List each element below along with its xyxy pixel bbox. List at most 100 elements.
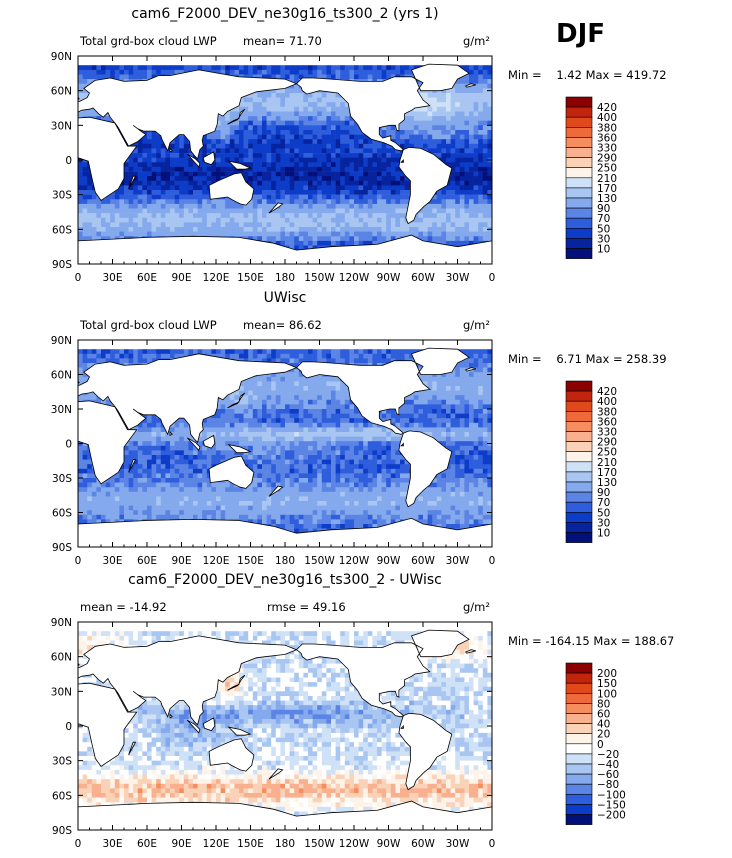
field-cell (390, 130, 396, 135)
field-cell (303, 125, 309, 131)
field-cell (280, 93, 286, 98)
field-cell (234, 130, 240, 135)
field-cell (239, 139, 244, 145)
field-cell (271, 227, 277, 232)
field-cell (303, 376, 309, 382)
field-cell (239, 390, 244, 396)
field-cell (225, 166, 231, 172)
field-cell (87, 69, 93, 75)
field-cell (294, 213, 300, 219)
field-cell (473, 199, 479, 205)
field-cell (239, 97, 244, 103)
field-cell (220, 171, 226, 177)
field-cell (252, 116, 258, 121)
field-cell (423, 208, 428, 214)
field-cell (91, 213, 97, 219)
field-cell (252, 143, 258, 149)
field-cell (206, 171, 212, 177)
field-cell (275, 404, 281, 410)
field-cell (248, 153, 254, 158)
field-cell (308, 194, 313, 200)
field-cell (404, 395, 410, 401)
field-cell (432, 231, 438, 237)
field-cell (455, 185, 461, 191)
field-cell (165, 199, 171, 205)
field-cell (409, 120, 415, 126)
field-cell (404, 399, 410, 405)
field-cell (252, 176, 258, 182)
field-cell (82, 222, 88, 228)
field-cell (78, 203, 83, 209)
field-cell (386, 222, 392, 228)
field-cell (225, 125, 231, 131)
field-cell (78, 236, 83, 242)
field-cell (326, 199, 332, 205)
field-cell (280, 69, 286, 75)
field-cell (271, 349, 277, 355)
field-cell (170, 231, 175, 237)
field-cell (280, 399, 286, 405)
field-cell (216, 399, 221, 405)
field-cell (381, 153, 387, 158)
field-cell (446, 157, 451, 163)
field-cell (252, 190, 258, 195)
field-cell (188, 65, 194, 71)
field-cell (225, 353, 231, 359)
field-cell (298, 162, 304, 168)
field-cell (114, 194, 120, 200)
field-cell (331, 157, 336, 163)
field-cell (206, 231, 212, 237)
field-cell (294, 153, 300, 158)
field-cell (119, 213, 125, 219)
field-cell (298, 102, 304, 108)
field-cell (358, 139, 364, 145)
field-cell (142, 190, 148, 195)
field-cell (110, 222, 116, 228)
field-cell (137, 208, 143, 214)
field-cell (340, 106, 346, 112)
field-cell (312, 185, 318, 191)
field-cell (82, 176, 88, 182)
field-cell (243, 171, 249, 177)
field-cell (78, 367, 83, 373)
field-cell (165, 203, 171, 209)
field-cell (354, 349, 359, 355)
field-cell (252, 166, 258, 172)
field-cell (96, 217, 102, 223)
field-cell (174, 65, 180, 71)
field-cell (413, 399, 419, 405)
field-cell (137, 190, 143, 195)
field-cell (335, 130, 341, 135)
field-cell (455, 376, 461, 382)
field-cell (340, 203, 346, 209)
field-cell (331, 231, 336, 237)
field-cell (280, 231, 286, 237)
field-cell (344, 213, 350, 219)
field-cell (137, 65, 143, 71)
field-cell (372, 222, 378, 228)
field-cell (289, 153, 295, 158)
field-cell (321, 157, 327, 163)
field-cell (220, 353, 226, 359)
field-cell (142, 162, 148, 168)
field-cell (156, 148, 162, 154)
field-cell (464, 227, 470, 232)
field-cell (271, 102, 277, 108)
field-cell (390, 199, 396, 205)
field-cell (459, 222, 465, 228)
field-cell (423, 125, 428, 131)
field-cell (473, 386, 479, 391)
field-cell (423, 97, 428, 103)
field-cell (147, 222, 152, 228)
field-cell (225, 203, 231, 209)
field-cell (367, 194, 373, 200)
field-cell (289, 376, 295, 382)
field-cell (455, 120, 461, 126)
field-cell (358, 236, 364, 242)
field-cell (82, 171, 88, 177)
field-cell (160, 199, 166, 205)
field-cell (446, 203, 451, 209)
field-cell (482, 213, 488, 219)
field-cell (308, 399, 313, 405)
field-cell (105, 236, 111, 242)
